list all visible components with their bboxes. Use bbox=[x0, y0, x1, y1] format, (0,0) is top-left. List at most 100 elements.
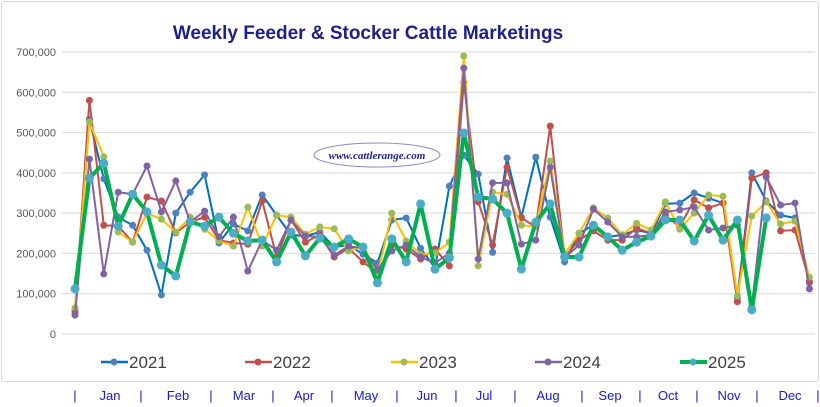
month-separator: | bbox=[755, 388, 758, 403]
data-point-2025 bbox=[646, 231, 656, 241]
data-point-2021 bbox=[157, 291, 165, 299]
data-point-2024 bbox=[100, 270, 108, 278]
series-line-2022 bbox=[74, 81, 811, 312]
month-label: Mar bbox=[233, 388, 256, 403]
data-point-2025 bbox=[704, 210, 714, 220]
month-separator: | bbox=[513, 388, 516, 403]
data-point-2023 bbox=[330, 225, 338, 233]
data-point-2025 bbox=[243, 236, 253, 246]
data-point-2024 bbox=[157, 208, 165, 216]
data-point-2024 bbox=[805, 285, 813, 293]
series-line-2021 bbox=[74, 118, 811, 310]
data-point-2023 bbox=[733, 292, 741, 300]
data-point-2022 bbox=[359, 258, 367, 266]
data-point-2024 bbox=[273, 246, 281, 254]
series-2025 bbox=[70, 128, 771, 315]
series-2023 bbox=[71, 52, 813, 312]
chart-frame bbox=[1, 1, 819, 382]
month-separator: | bbox=[580, 388, 583, 403]
data-point-2023 bbox=[777, 220, 785, 228]
data-point-2022 bbox=[777, 227, 785, 235]
data-point-2025 bbox=[387, 234, 397, 244]
series-line-2024 bbox=[74, 67, 811, 316]
month-label: Nov bbox=[717, 388, 741, 403]
legend-item-2024: 2024 bbox=[535, 353, 601, 372]
data-point-2022 bbox=[503, 163, 511, 171]
data-point-2024 bbox=[229, 213, 237, 221]
data-point-2024 bbox=[143, 162, 151, 170]
data-point-2025 bbox=[214, 212, 224, 222]
data-point-2024 bbox=[460, 64, 468, 72]
data-point-2024 bbox=[489, 179, 497, 187]
data-point-2022 bbox=[258, 197, 266, 205]
data-point-2022 bbox=[143, 193, 151, 201]
legend-item-2023: 2023 bbox=[391, 353, 457, 372]
data-point-2025 bbox=[113, 221, 123, 231]
month-label: Apr bbox=[294, 388, 315, 403]
data-point-2025 bbox=[401, 257, 411, 267]
month-label: Jun bbox=[417, 388, 438, 403]
data-point-2025 bbox=[747, 305, 757, 315]
data-point-2023 bbox=[575, 229, 583, 237]
data-point-2022 bbox=[733, 298, 741, 306]
series-2021 bbox=[71, 115, 813, 314]
data-point-2025 bbox=[99, 158, 109, 168]
data-point-2021 bbox=[445, 182, 453, 190]
legend-marker bbox=[544, 358, 552, 366]
data-point-2025 bbox=[329, 242, 339, 252]
y-tick-label: 400,000 bbox=[16, 168, 56, 180]
data-point-2024 bbox=[201, 207, 209, 215]
data-point-2022 bbox=[748, 174, 756, 182]
month-label: Dec bbox=[778, 388, 802, 403]
data-point-2025 bbox=[588, 220, 598, 230]
data-point-2022 bbox=[489, 241, 497, 249]
data-point-2021 bbox=[258, 191, 266, 199]
data-point-2021 bbox=[186, 188, 194, 196]
data-point-2022 bbox=[705, 204, 713, 212]
data-point-2024 bbox=[114, 188, 122, 196]
data-point-2023 bbox=[719, 192, 727, 200]
legend-marker bbox=[689, 358, 697, 366]
data-point-2025 bbox=[416, 199, 426, 209]
y-tick-label: 600,000 bbox=[16, 87, 56, 99]
month-separator: | bbox=[816, 388, 819, 403]
y-tick-label: 300,000 bbox=[16, 208, 56, 220]
data-point-2023 bbox=[114, 228, 122, 236]
data-point-2022 bbox=[301, 238, 309, 246]
data-point-2025 bbox=[142, 207, 152, 217]
data-point-2024 bbox=[546, 163, 554, 171]
data-point-2025 bbox=[84, 173, 94, 183]
month-separator: | bbox=[271, 388, 274, 403]
data-point-2021 bbox=[417, 244, 425, 252]
data-point-2025 bbox=[228, 228, 238, 238]
data-point-2023 bbox=[633, 219, 641, 227]
data-point-2021 bbox=[402, 214, 410, 222]
data-point-2024 bbox=[345, 242, 353, 250]
data-point-2025 bbox=[718, 235, 728, 245]
data-point-2025 bbox=[560, 252, 570, 262]
month-axis: | | | | | | | | | | | | | Jan Feb Mar Apr May Jun Jul Aug Sep… bbox=[73, 388, 819, 403]
data-point-2025 bbox=[473, 192, 483, 202]
data-point-2025 bbox=[689, 236, 699, 246]
watermark-text: www.cattlerange.com bbox=[329, 150, 426, 162]
data-point-2021 bbox=[244, 227, 252, 235]
data-point-2025 bbox=[459, 128, 469, 138]
data-point-2022 bbox=[546, 122, 554, 130]
data-point-2025 bbox=[632, 237, 642, 247]
data-point-2024 bbox=[503, 179, 511, 187]
data-point-2024 bbox=[71, 311, 79, 319]
data-point-2021 bbox=[129, 221, 137, 229]
legend-marker bbox=[400, 358, 408, 366]
legend-label: 2022 bbox=[273, 353, 311, 372]
series-2024 bbox=[71, 64, 813, 319]
data-point-2021 bbox=[489, 248, 497, 256]
data-point-2024 bbox=[417, 253, 425, 261]
data-point-2024 bbox=[330, 251, 338, 259]
data-point-2025 bbox=[372, 278, 382, 288]
data-point-2025 bbox=[574, 252, 584, 262]
data-point-2025 bbox=[430, 264, 440, 274]
legend-item-2025: 2025 bbox=[680, 353, 746, 372]
data-point-2022 bbox=[690, 196, 698, 204]
data-point-2021 bbox=[201, 171, 209, 179]
